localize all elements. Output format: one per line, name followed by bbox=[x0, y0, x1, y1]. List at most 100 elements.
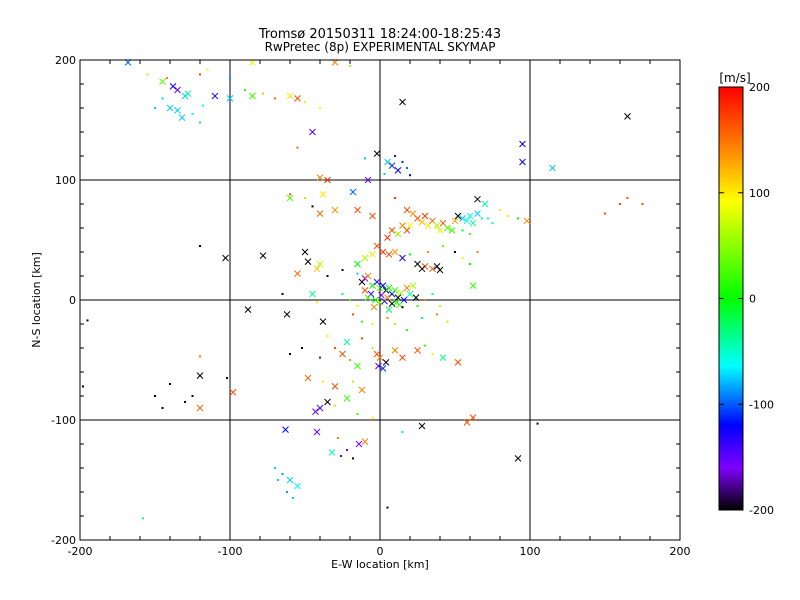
data-points bbox=[82, 59, 644, 520]
data-point-x bbox=[451, 217, 459, 225]
data-point-x bbox=[364, 294, 372, 301]
data-point-stroke bbox=[339, 350, 346, 358]
data-point-x bbox=[369, 282, 376, 289]
x-tick-label: 200 bbox=[670, 545, 691, 558]
data-point-x bbox=[403, 284, 411, 292]
data-point-stroke bbox=[384, 158, 391, 166]
data-point-dot bbox=[371, 347, 374, 349]
data-point-x bbox=[196, 404, 204, 412]
data-point-x bbox=[174, 107, 181, 114]
y-tick-label: 0 bbox=[69, 294, 76, 307]
data-point-x bbox=[249, 92, 256, 100]
data-point-stroke bbox=[514, 455, 522, 462]
data-point-stroke bbox=[361, 287, 369, 294]
data-point-stroke bbox=[304, 258, 312, 265]
data-point-dot bbox=[334, 404, 336, 407]
data-point-dot bbox=[371, 416, 374, 419]
chart-title: Tromsø 20150311 18:24:00-18:25:43 bbox=[258, 27, 501, 42]
data-point-dot bbox=[281, 293, 284, 295]
data-point-stroke bbox=[388, 300, 396, 307]
data-point-dot bbox=[481, 217, 483, 220]
data-point-x bbox=[316, 404, 324, 412]
data-point-stroke bbox=[403, 227, 411, 234]
data-point-stroke bbox=[436, 266, 444, 274]
data-point-dot bbox=[146, 73, 149, 76]
data-point-x bbox=[418, 422, 426, 430]
data-point-x bbox=[399, 98, 406, 106]
data-point-dot bbox=[394, 197, 396, 199]
data-point-stroke bbox=[369, 212, 376, 220]
data-point-x bbox=[399, 254, 406, 262]
data-point-stroke bbox=[459, 215, 466, 222]
data-point-x bbox=[304, 258, 312, 265]
data-point-x bbox=[466, 212, 474, 220]
data-point-x bbox=[388, 227, 396, 234]
data-point-stroke bbox=[375, 362, 382, 370]
data-point-stroke bbox=[376, 299, 384, 306]
data-point-x bbox=[382, 359, 390, 366]
data-point-dot bbox=[286, 491, 288, 493]
colorbar-unit-label: [m/s] bbox=[719, 71, 750, 85]
data-point-x bbox=[391, 248, 399, 256]
data-point-stroke bbox=[159, 78, 166, 85]
data-point-dot bbox=[191, 113, 194, 115]
data-point-x bbox=[282, 426, 289, 433]
data-point-x bbox=[244, 306, 252, 313]
data-point-x bbox=[373, 278, 381, 286]
data-point-stroke bbox=[418, 265, 426, 273]
data-point-stroke bbox=[474, 210, 481, 217]
data-point-x bbox=[294, 270, 301, 277]
data-point-dot bbox=[371, 323, 374, 325]
data-point-stroke bbox=[361, 438, 369, 445]
data-point-x bbox=[394, 230, 402, 238]
data-point-dot bbox=[166, 77, 168, 79]
data-point-x bbox=[439, 354, 447, 361]
data-point-dot bbox=[349, 65, 351, 67]
data-point-stroke bbox=[324, 398, 331, 406]
data-point-dot bbox=[226, 377, 228, 379]
data-point-stroke bbox=[414, 215, 421, 222]
data-point-dot bbox=[352, 457, 354, 460]
data-point-dot bbox=[86, 319, 89, 322]
data-point-stroke bbox=[355, 440, 363, 448]
data-point-stroke bbox=[229, 389, 237, 396]
data-point-stroke bbox=[331, 206, 339, 214]
data-point-dot bbox=[416, 305, 419, 307]
data-point-dot bbox=[364, 157, 366, 160]
data-point-stroke bbox=[259, 252, 267, 259]
data-point-dot bbox=[446, 320, 449, 323]
data-point-x bbox=[373, 150, 381, 157]
data-point-stroke bbox=[379, 248, 387, 256]
data-point-stroke bbox=[319, 318, 327, 325]
data-point-stroke bbox=[439, 219, 447, 227]
data-point-dot bbox=[292, 497, 294, 499]
data-point-stroke bbox=[196, 372, 204, 379]
data-point-x bbox=[361, 438, 369, 445]
data-point-dot bbox=[517, 217, 519, 220]
data-point-stroke bbox=[414, 260, 421, 268]
x-tick-label: -100 bbox=[218, 545, 243, 558]
data-point-dot bbox=[161, 97, 164, 100]
data-point-stroke bbox=[409, 282, 417, 289]
data-point-stroke bbox=[463, 419, 471, 426]
data-point-stroke bbox=[361, 254, 369, 262]
data-point-x bbox=[328, 449, 336, 456]
colorbar-tick-label: 100 bbox=[749, 187, 770, 200]
data-point-dot bbox=[427, 251, 429, 253]
data-point-dot bbox=[421, 317, 423, 319]
data-point-stroke bbox=[394, 167, 402, 174]
data-point-stroke bbox=[301, 248, 309, 256]
data-point-x bbox=[385, 251, 393, 258]
data-point-x bbox=[421, 212, 429, 220]
data-point-stroke bbox=[316, 210, 324, 217]
data-point-stroke bbox=[373, 242, 381, 250]
chart-subtitle: RwPretec (8p) EXPERIMENTAL SKYMAP bbox=[265, 40, 496, 54]
data-point-stroke bbox=[354, 362, 361, 370]
data-point-x bbox=[319, 318, 327, 325]
data-point-dot bbox=[161, 407, 164, 409]
data-point-x bbox=[394, 167, 402, 174]
colorbar-tick-label: 200 bbox=[749, 81, 770, 94]
data-point-stroke bbox=[439, 354, 447, 361]
data-point-dot bbox=[487, 217, 489, 220]
data-point-stroke bbox=[523, 217, 531, 225]
